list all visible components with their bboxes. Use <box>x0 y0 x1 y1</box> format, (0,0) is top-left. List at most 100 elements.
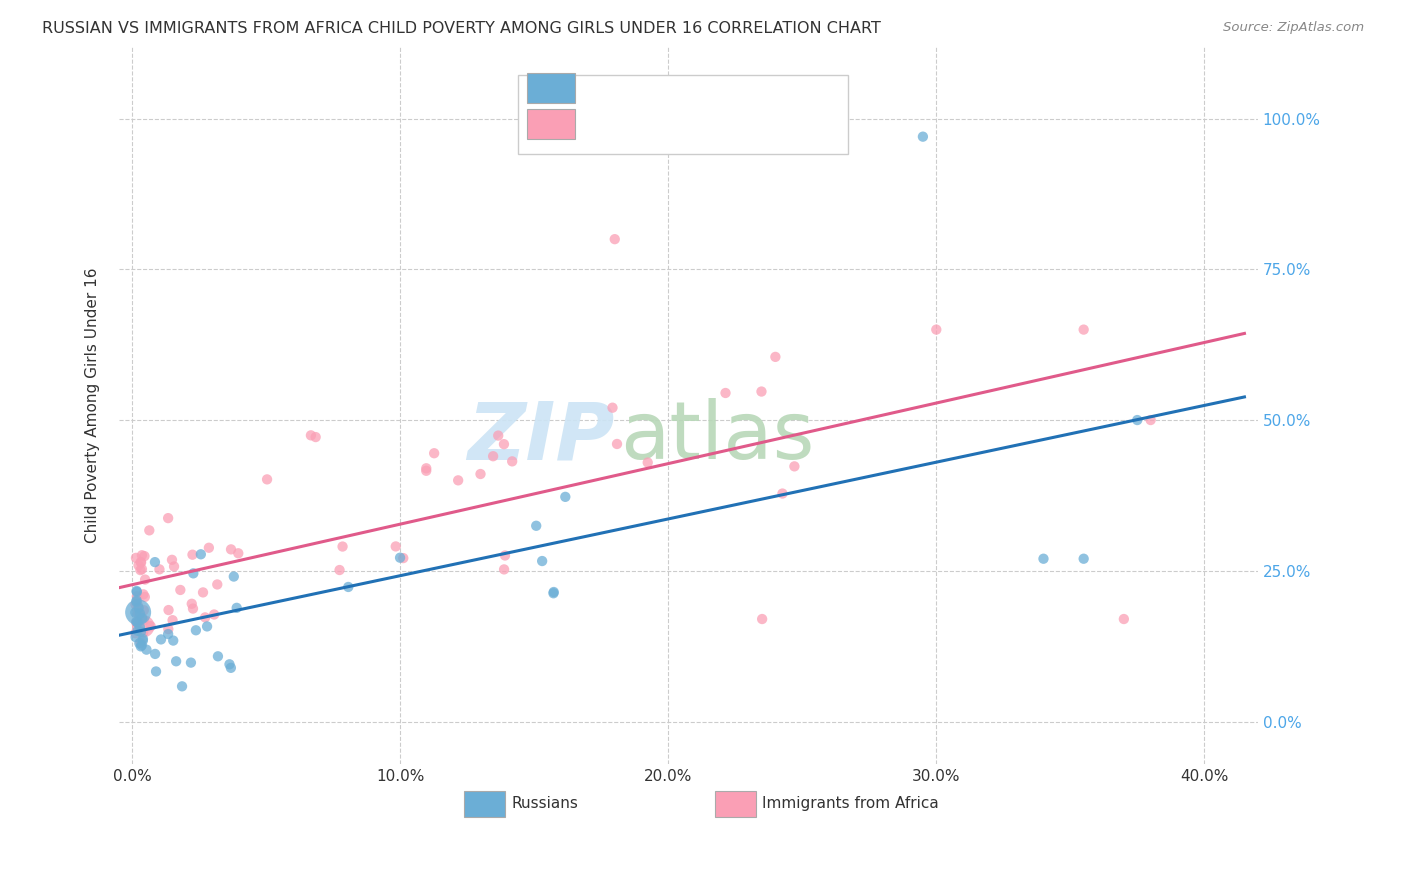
Point <box>184 624 207 638</box>
Point <box>132 613 155 627</box>
Point <box>256 472 278 486</box>
Point <box>637 456 659 470</box>
Point <box>127 606 149 620</box>
Point <box>531 554 554 568</box>
Point <box>131 611 153 625</box>
Point <box>128 558 150 573</box>
Point <box>305 430 328 444</box>
Point <box>329 563 352 577</box>
Point <box>332 540 354 554</box>
Point <box>181 548 204 562</box>
Point <box>194 610 217 624</box>
Point <box>763 350 786 364</box>
Point <box>129 620 152 634</box>
Point <box>129 607 152 621</box>
Point <box>129 635 152 649</box>
Point <box>1126 413 1149 427</box>
Point <box>127 607 149 621</box>
Point <box>392 551 415 566</box>
Text: R = 0.549: R = 0.549 <box>586 78 681 97</box>
Point <box>925 323 948 337</box>
Point <box>128 615 150 630</box>
Point <box>127 615 149 630</box>
Point <box>162 633 184 648</box>
Point <box>389 550 412 565</box>
Point <box>169 582 191 597</box>
Y-axis label: Child Poverty Among Girls Under 16: Child Poverty Among Girls Under 16 <box>86 268 100 542</box>
Point <box>125 615 148 629</box>
Point <box>1073 551 1095 566</box>
Point <box>129 563 152 577</box>
Point <box>911 129 934 144</box>
Point <box>134 590 156 604</box>
Point <box>415 461 437 475</box>
Point <box>143 647 166 661</box>
Point <box>415 464 437 478</box>
Text: Russians: Russians <box>512 797 579 812</box>
Text: N = 74: N = 74 <box>711 115 776 133</box>
Point <box>124 626 146 640</box>
Point <box>129 640 152 654</box>
Point <box>132 587 155 601</box>
Point <box>132 625 155 640</box>
Point <box>494 549 516 563</box>
Point <box>138 524 160 538</box>
Text: R = 0.585: R = 0.585 <box>586 115 681 133</box>
Text: ZIP: ZIP <box>467 398 614 476</box>
Point <box>191 585 214 599</box>
Point <box>218 657 240 672</box>
Point <box>162 613 184 627</box>
Point <box>131 548 153 562</box>
Point <box>219 542 242 557</box>
Point <box>127 599 149 613</box>
Point <box>198 541 221 555</box>
Point <box>157 603 180 617</box>
Point <box>170 679 193 693</box>
FancyBboxPatch shape <box>527 73 575 103</box>
Text: Immigrants from Africa: Immigrants from Africa <box>762 797 939 812</box>
Point <box>207 577 229 591</box>
Point <box>751 384 773 399</box>
Point <box>128 607 150 622</box>
Point <box>1032 551 1054 566</box>
Point <box>125 589 148 603</box>
Point <box>183 566 205 581</box>
Point <box>602 401 624 415</box>
Point <box>150 632 173 647</box>
Point <box>772 486 794 500</box>
Point <box>180 656 202 670</box>
Point <box>492 437 515 451</box>
FancyBboxPatch shape <box>517 75 848 153</box>
Point <box>125 550 148 565</box>
Point <box>128 636 150 650</box>
Point <box>143 555 166 569</box>
Point <box>135 642 157 657</box>
Point <box>423 446 446 460</box>
Point <box>132 632 155 646</box>
Point <box>148 562 170 576</box>
Point <box>124 606 146 620</box>
Point <box>190 547 212 561</box>
Point <box>606 437 628 451</box>
Point <box>195 619 218 633</box>
Point <box>524 518 547 533</box>
Point <box>124 630 146 644</box>
Point <box>132 619 155 633</box>
Point <box>132 633 155 648</box>
Point <box>157 622 180 636</box>
Point <box>131 562 153 576</box>
FancyBboxPatch shape <box>464 791 505 817</box>
Point <box>482 449 505 463</box>
Point <box>132 603 155 617</box>
Point <box>129 556 152 570</box>
FancyBboxPatch shape <box>527 109 575 139</box>
Point <box>127 605 149 619</box>
Point <box>1112 612 1135 626</box>
Point <box>543 586 565 600</box>
Point <box>1073 323 1095 337</box>
Point <box>1139 413 1161 427</box>
Point <box>219 661 242 675</box>
Point <box>125 593 148 607</box>
Point <box>129 555 152 569</box>
Point <box>494 562 516 576</box>
